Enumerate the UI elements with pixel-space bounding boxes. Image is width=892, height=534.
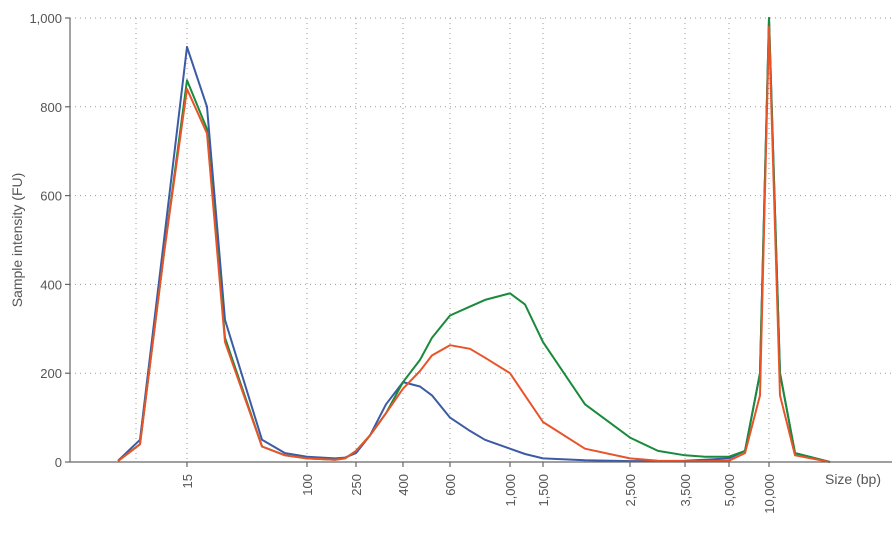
x-tick-label: 2,500	[623, 474, 638, 507]
x-tick-label: 10,000	[762, 474, 777, 514]
y-tick-label: 800	[40, 100, 62, 115]
x-tick-label: 5,000	[722, 474, 737, 507]
x-tick-label: 100	[300, 474, 315, 496]
y-axis-label: Sample intensity (FU)	[9, 173, 25, 308]
x-tick-label: 15	[180, 474, 195, 488]
x-tick-label: 600	[443, 474, 458, 496]
series-line-2	[117, 17, 831, 463]
x-axis-label: Size (bp)	[825, 471, 881, 487]
x-tick-label: 1,500	[536, 474, 551, 507]
x-tick-label: 250	[349, 474, 364, 496]
y-tick-label: 400	[40, 277, 62, 292]
series-line-3	[117, 25, 831, 463]
series-lines	[117, 17, 831, 463]
tick-labels: 0 200 400 600 800 1,000 15 100 250 400 600 1,000 1,5…	[29, 11, 777, 514]
axes	[65, 17, 892, 467]
series-line-1	[117, 17, 831, 463]
y-tick-label: 1,000	[29, 11, 62, 26]
y-tick-label: 600	[40, 189, 62, 204]
x-tick-label: 1,000	[503, 474, 518, 507]
y-tick-label: 0	[55, 455, 62, 470]
grid-lines	[70, 17, 892, 462]
y-tick-label: 200	[40, 366, 62, 381]
x-tick-label: 3,500	[678, 474, 693, 507]
x-tick-label: 400	[396, 474, 411, 496]
